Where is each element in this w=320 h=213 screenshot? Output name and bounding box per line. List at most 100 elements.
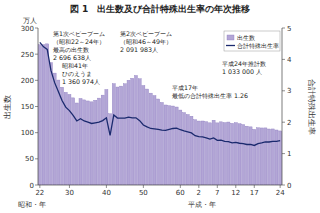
x-tick bbox=[198, 185, 199, 188]
legend-box bbox=[224, 31, 280, 51]
bar bbox=[123, 84, 126, 185]
y2-tick bbox=[282, 90, 285, 91]
bar bbox=[205, 122, 208, 185]
x-tick bbox=[254, 185, 255, 188]
bar bbox=[90, 102, 93, 185]
annotation: （昭和46～49年） bbox=[120, 38, 172, 46]
y-tick-label: 50 bbox=[25, 155, 34, 163]
bar bbox=[127, 80, 130, 185]
bar bbox=[138, 79, 141, 185]
legend-swatch bbox=[226, 45, 235, 46]
y2-tick-label: 3 bbox=[287, 87, 291, 95]
bar bbox=[268, 129, 271, 185]
bar bbox=[231, 123, 234, 185]
bar bbox=[271, 129, 274, 185]
y-tick-label: 200 bbox=[21, 77, 34, 85]
bar bbox=[116, 87, 119, 185]
annotation: 2 091 983人 bbox=[120, 46, 158, 53]
bar bbox=[171, 106, 174, 185]
legend-label: 合計特殊出生率 bbox=[237, 42, 279, 49]
y2-tick-label: 1 bbox=[287, 150, 291, 158]
x-tick bbox=[143, 185, 144, 188]
bar bbox=[94, 100, 97, 185]
bar bbox=[197, 121, 200, 185]
x-tick bbox=[69, 185, 70, 188]
bar bbox=[183, 113, 186, 185]
annotation: 1 033 000 人 bbox=[222, 68, 262, 75]
bar bbox=[160, 102, 163, 185]
y-tick-label: 0 bbox=[30, 182, 34, 190]
y-tick bbox=[35, 185, 38, 186]
y-unit: 万人 bbox=[23, 17, 37, 25]
bar bbox=[190, 116, 193, 185]
bar bbox=[238, 124, 241, 185]
y2-tick bbox=[282, 185, 285, 186]
x-tick-label: 30 bbox=[65, 189, 74, 197]
bar bbox=[134, 76, 137, 185]
bar bbox=[208, 123, 211, 185]
y2-tick bbox=[282, 59, 285, 60]
annotation: 2 696 638人 bbox=[53, 54, 91, 61]
bar bbox=[86, 101, 89, 185]
x-tick-label: 22 bbox=[35, 189, 44, 197]
bar bbox=[256, 128, 259, 185]
y-tick-label: 150 bbox=[21, 103, 34, 111]
bar bbox=[212, 120, 215, 185]
y-label: 出生数 bbox=[3, 95, 12, 119]
y-tick bbox=[35, 106, 38, 107]
bar bbox=[68, 94, 71, 185]
y-tick bbox=[35, 80, 38, 81]
y2-tick-label: 0 bbox=[287, 182, 291, 190]
bar bbox=[201, 121, 204, 185]
bar bbox=[112, 84, 115, 185]
bar bbox=[242, 125, 245, 185]
y2-tick-label: 5 bbox=[287, 25, 291, 33]
bar bbox=[46, 44, 49, 185]
y-tick bbox=[35, 132, 38, 133]
y-tick-label: 300 bbox=[21, 25, 34, 33]
x-tick bbox=[39, 185, 40, 188]
bar bbox=[142, 86, 145, 185]
bar bbox=[219, 122, 222, 185]
x-tick-label: 2 bbox=[197, 189, 201, 197]
annotation: 平成24年推計数 bbox=[222, 60, 266, 67]
bar bbox=[179, 110, 182, 185]
x-tick bbox=[235, 185, 236, 188]
annotation: 1 360 974人 bbox=[62, 78, 100, 85]
plot-area bbox=[38, 42, 281, 185]
y-tick bbox=[35, 158, 38, 159]
annotation: ひのえうま bbox=[62, 70, 92, 78]
bar bbox=[157, 99, 160, 185]
bar bbox=[131, 78, 134, 185]
legend-swatch bbox=[227, 35, 234, 40]
legend-label: 出生数 bbox=[237, 34, 255, 41]
bar bbox=[249, 127, 252, 185]
bar bbox=[253, 129, 256, 185]
x-tick-label: 50 bbox=[139, 189, 148, 197]
x-label: 昭和・年 bbox=[18, 201, 46, 209]
annotation: 第1次ベビーブーム bbox=[53, 30, 105, 37]
y-tick bbox=[35, 54, 38, 55]
y2-tick bbox=[282, 122, 285, 123]
bar bbox=[234, 123, 237, 185]
bar bbox=[149, 93, 152, 185]
bar bbox=[120, 86, 123, 185]
bar bbox=[186, 115, 189, 185]
chart: 図 1 出生数及び合計特殊出生率の年次推移0501001502002503000… bbox=[0, 0, 320, 213]
x-tick bbox=[280, 185, 281, 188]
bar bbox=[164, 105, 167, 185]
annotation: 最低の合計特殊出生率 1.26 bbox=[172, 92, 248, 99]
x-axis bbox=[38, 185, 282, 186]
x-tick-label: 12 bbox=[231, 189, 240, 197]
x-tick-label: 17 bbox=[250, 189, 259, 197]
annotation: 平成17年 bbox=[172, 84, 198, 91]
bar bbox=[227, 122, 230, 185]
x-tick bbox=[217, 185, 218, 188]
bar bbox=[216, 123, 219, 185]
bar bbox=[264, 128, 267, 185]
x-tick bbox=[180, 185, 181, 188]
bar bbox=[109, 114, 112, 185]
bar bbox=[146, 89, 149, 185]
title: 図 1 出生数及び合計特殊出生率の年次推移 bbox=[70, 4, 250, 14]
x-tick bbox=[106, 185, 107, 188]
